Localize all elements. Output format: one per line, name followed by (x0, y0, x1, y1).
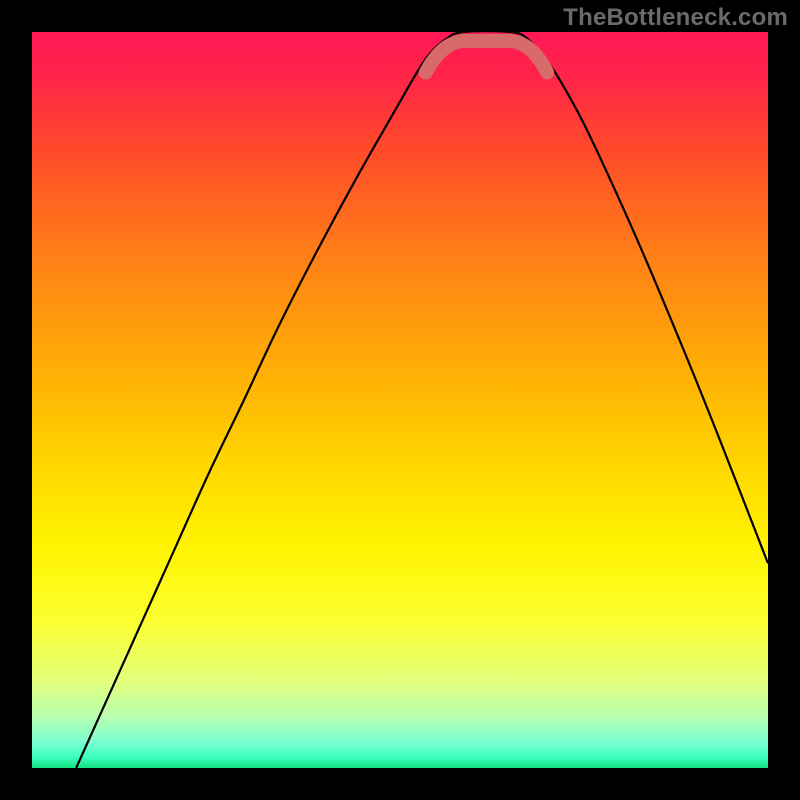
chart-frame: TheBottleneck.com (0, 0, 800, 800)
gradient-background (32, 32, 768, 768)
plot-area (32, 32, 768, 768)
watermark-text: TheBottleneck.com (563, 4, 788, 32)
bottleneck-curve-chart (32, 32, 768, 768)
